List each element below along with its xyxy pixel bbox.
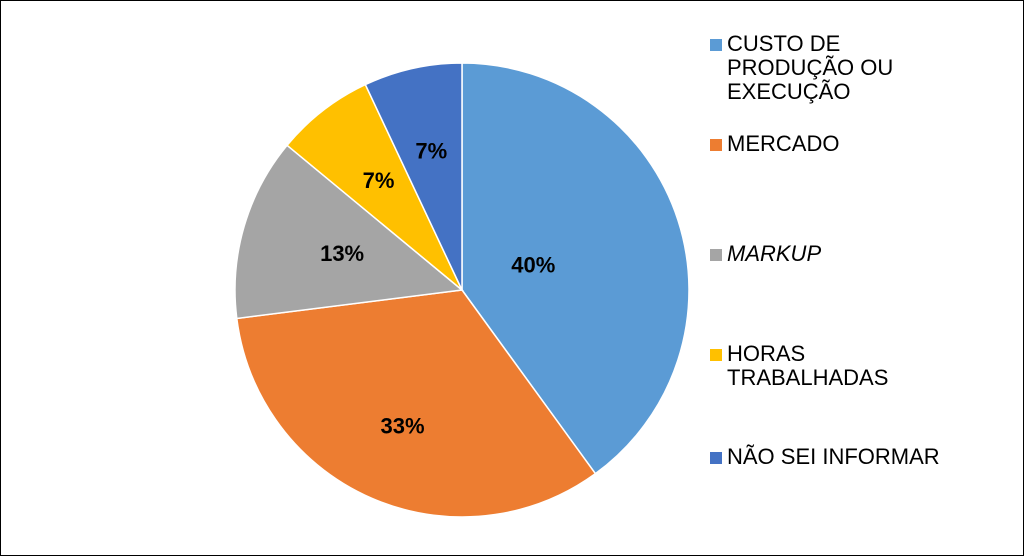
value-label: 7%	[363, 168, 395, 193]
pie-slice	[234, 144, 464, 320]
pie-slice	[235, 289, 597, 518]
legend-label: MERCADO	[727, 131, 839, 156]
legend-label: NÃO SEI INFORMAR	[727, 444, 940, 469]
legend-swatch	[710, 349, 722, 361]
legend-label: CUSTO DE PRODUÇÃO OU EXECUÇÃO	[727, 31, 893, 104]
value-label: 7%	[415, 138, 447, 163]
legend-swatch	[710, 452, 722, 464]
legend-swatch	[710, 139, 722, 151]
pie-slice	[461, 62, 690, 475]
value-label: 40%	[511, 253, 555, 278]
pie-slice	[364, 62, 463, 291]
value-label: 33%	[380, 413, 424, 438]
legend-swatch	[710, 249, 722, 261]
legend-swatch	[710, 39, 722, 51]
value-label: 13%	[320, 241, 364, 266]
legend-label: MARKUP	[727, 241, 821, 266]
legend-label: HORAS TRABALHADAS	[727, 341, 888, 390]
